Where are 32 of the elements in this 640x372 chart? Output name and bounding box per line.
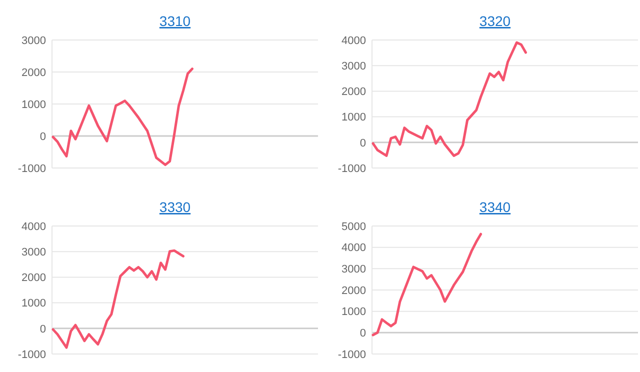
chart-title: 3310 [159,13,191,29]
line-series [52,249,185,349]
y-tick-label: -1000 [18,348,46,361]
y-tick-label: 1000 [22,298,46,310]
y-tick-label: -1000 [18,162,46,175]
y-tick-label: 4000 [22,220,46,233]
y-tick-label: 3000 [22,34,46,47]
y-tick-label: 0 [360,328,366,340]
y-tick-label: 0 [40,323,46,336]
y-tick-label: 4000 [342,34,366,47]
y-tick-label: -1000 [338,348,366,361]
y-tick-label: 5000 [342,220,366,233]
y-tick-label: 0 [360,137,366,150]
chart-title: 3340 [479,199,511,215]
y-tick-label: 2000 [342,86,366,98]
chart-title: 3330 [159,199,191,215]
y-tick-label: 1000 [342,112,366,124]
y-tick-label: 4000 [342,242,366,254]
y-tick-label: 3000 [22,246,46,258]
y-tick-label: 1000 [342,306,366,318]
line-series [52,68,194,166]
y-tick-label: 3000 [342,60,366,72]
y-tick-label: -1000 [338,162,366,175]
line-series [372,41,527,157]
y-tick-label: 2000 [22,66,46,79]
chart-title: 3320 [479,13,511,29]
y-tick-label: 1000 [22,98,46,111]
y-tick-label: 2000 [342,284,366,297]
y-tick-label: 0 [40,130,46,143]
y-tick-label: 3000 [342,264,366,276]
y-tick-label: 2000 [22,272,46,284]
line-series [372,232,482,336]
